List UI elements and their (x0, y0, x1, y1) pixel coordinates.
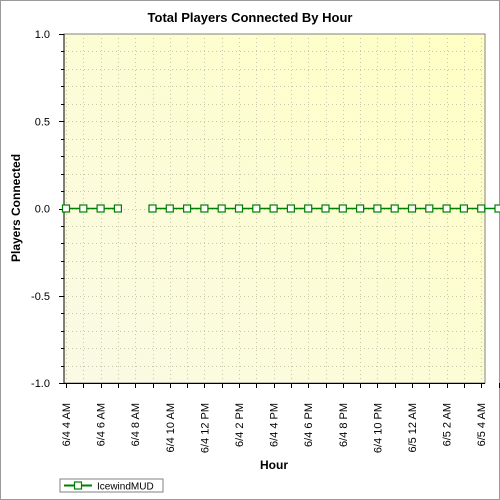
data-point (321, 204, 330, 213)
legend: IcewindMUD (59, 478, 164, 493)
y-tick-label: 0.0 (35, 204, 50, 216)
x-tick-label: 6/4 10 AM (165, 403, 177, 453)
x-tick-label: 6/4 8 PM (338, 403, 350, 447)
x-tick-labels: 6/4 4 AM 6/4 6 AM 6/4 8 AM 6/4 10 AM 6/4 12 … (61, 403, 488, 453)
x-tick-label: 6/4 4 AM (61, 403, 73, 446)
x-tick-label: 6/4 2 PM (234, 403, 246, 447)
series-icewindmud (61, 204, 500, 213)
y-tick-label: -1.0 (31, 378, 50, 390)
data-point (407, 204, 417, 213)
data-point (96, 204, 105, 213)
x-tick-label: 6/4 10 PM (372, 403, 384, 453)
x-tick-label: 6/5 2 AM (442, 403, 454, 446)
data-point (269, 204, 278, 213)
data-point (373, 204, 382, 213)
data-point (79, 204, 88, 213)
chart-title: Total Players Connected By Hour (148, 10, 353, 25)
data-point (459, 204, 468, 213)
legend-box (59, 478, 164, 493)
x-tick-label: 6/4 6 AM (96, 403, 108, 446)
data-point (217, 204, 226, 213)
data-point (390, 204, 399, 213)
data-point (234, 204, 244, 213)
y-tick-label: 1.0 (35, 29, 50, 41)
data-point (304, 204, 313, 213)
data-point (494, 204, 500, 213)
data-point (286, 204, 295, 213)
x-tick-label: 6/5 4 AM (476, 403, 488, 446)
data-point (148, 204, 157, 213)
legend-label-icewindmud: IcewindMUD (97, 482, 154, 493)
x-tick-label: 6/4 4 PM (269, 403, 281, 447)
data-point (442, 204, 451, 213)
data-point (200, 204, 209, 213)
x-tick-label: 6/5 12 AM (407, 403, 419, 453)
y-tick-label: 0.5 (35, 116, 50, 128)
data-point (477, 204, 486, 213)
x-tick-label: 6/4 12 PM (199, 403, 211, 453)
x-tick-label: 6/4 8 AM (130, 403, 142, 446)
data-point (252, 204, 261, 213)
x-axis-title: Hour (260, 458, 288, 472)
y-axis-title: Players Connected (9, 154, 23, 262)
data-point (165, 204, 174, 213)
data-point (338, 204, 347, 213)
data-point (425, 204, 434, 213)
data-point (183, 204, 192, 213)
y-tick-label: -0.5 (31, 291, 50, 303)
x-tick-label: 6/4 6 PM (303, 403, 315, 447)
legend-swatch-marker (73, 481, 83, 490)
y-tick-labels: 1.0 0.5 0.0 -0.5 -1.0 (31, 29, 50, 390)
data-point (356, 204, 365, 213)
data-point (61, 204, 71, 213)
data-point (113, 204, 123, 213)
